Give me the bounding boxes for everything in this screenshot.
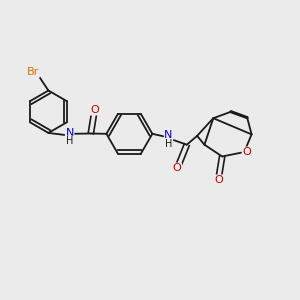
Text: Br: Br — [27, 67, 39, 77]
Text: H: H — [165, 139, 172, 148]
Text: O: O — [215, 175, 224, 185]
Text: N: N — [65, 128, 74, 138]
Text: O: O — [90, 105, 99, 115]
Text: O: O — [173, 163, 182, 173]
Text: H: H — [66, 136, 73, 146]
Text: N: N — [164, 130, 173, 140]
Text: O: O — [242, 147, 251, 157]
